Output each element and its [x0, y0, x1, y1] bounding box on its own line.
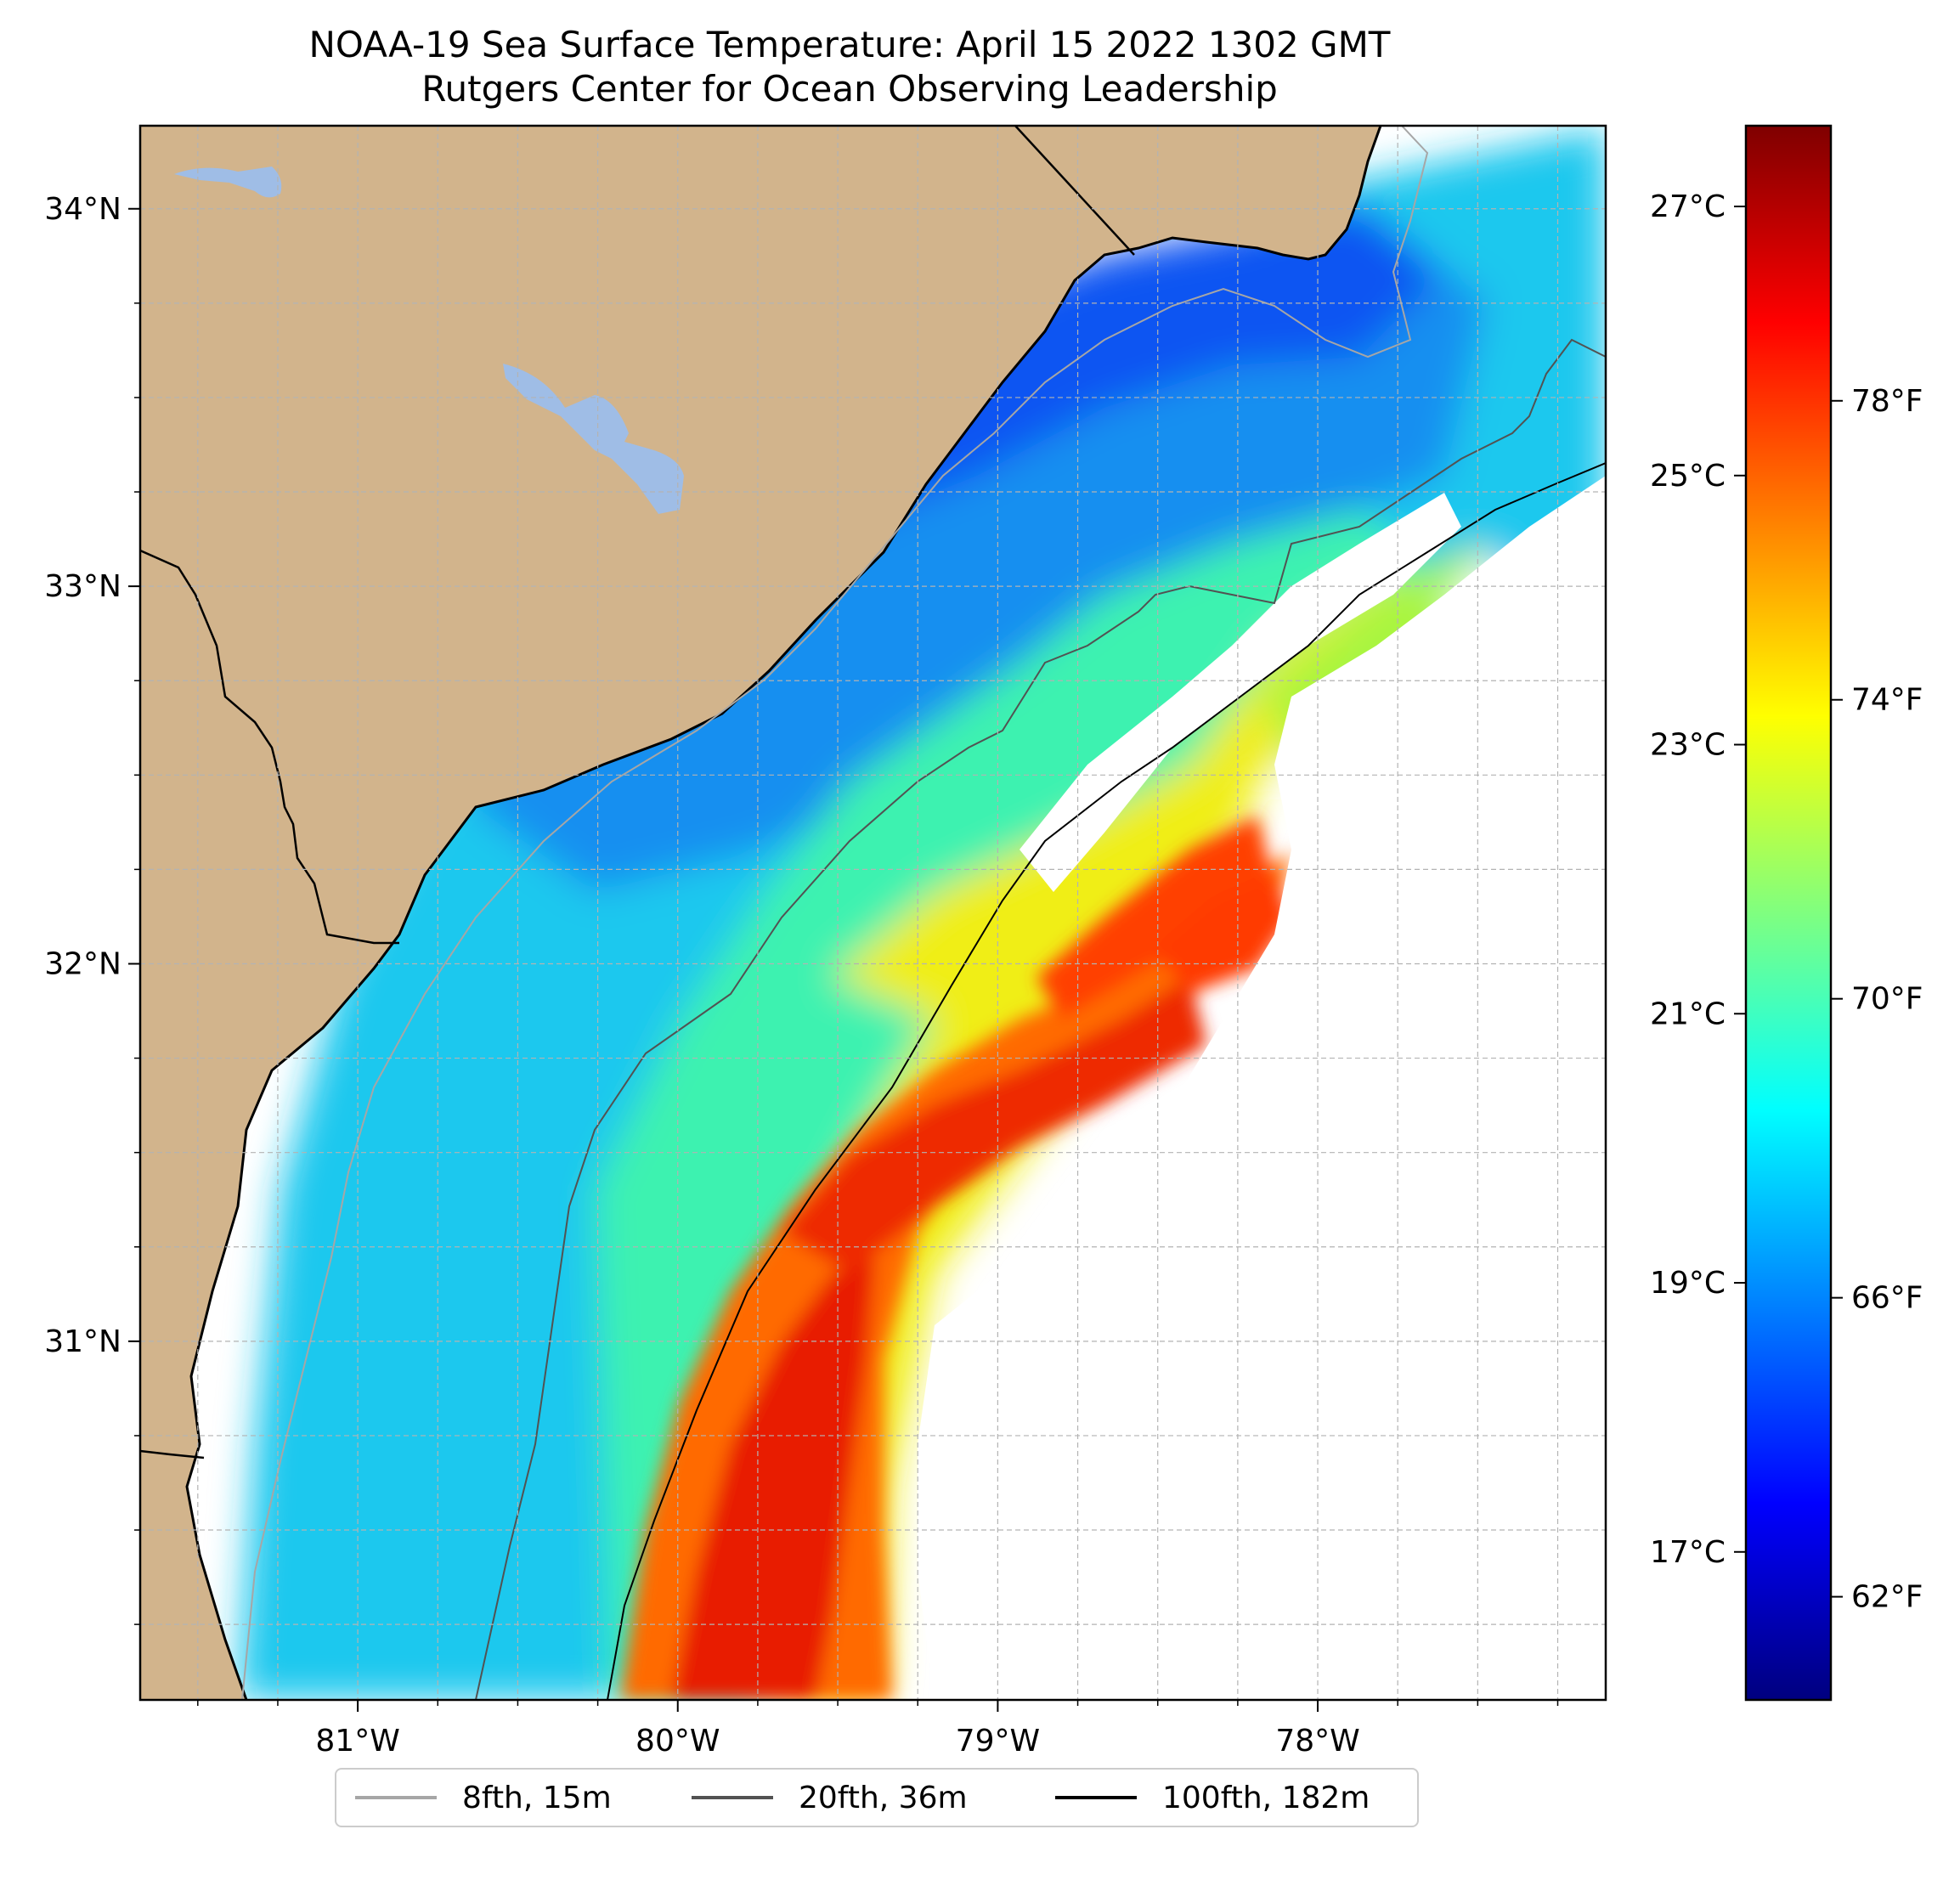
lat-tick-label: 33°N [44, 569, 121, 604]
border-ga-fl [140, 1449, 205, 1459]
colorbar-fahrenheit-label: 62°F [1851, 1580, 1923, 1615]
colorbar-celsius-label: 23°C [1650, 728, 1726, 763]
legend-label-100fth: 100fth, 182m [1162, 1780, 1370, 1815]
legend-line-20fth [692, 1796, 773, 1799]
colorbar-celsius-label: 17°C [1650, 1535, 1726, 1570]
lon-tick-label: 79°W [956, 1724, 1040, 1759]
contour-20fth [475, 338, 1606, 1700]
no-data-region [918, 476, 1606, 1700]
lon-tick-label: 80°W [635, 1724, 720, 1759]
contour-100fth [607, 462, 1606, 1700]
colorbar-fahrenheit-label: 74°F [1851, 683, 1923, 718]
colorbar-fahrenheit-label: 66°F [1851, 1281, 1923, 1316]
legend-item-100fth: 100fth, 182m [1055, 1770, 1370, 1826]
border-sc-ga [140, 549, 399, 945]
land-mass [140, 126, 1381, 1700]
lat-tick-label: 32°N [44, 946, 121, 981]
lat-tick-label: 31°N [44, 1324, 121, 1359]
colorbar [1744, 124, 1833, 1702]
lon-tick-label: 81°W [315, 1724, 399, 1759]
legend-line-8fth [355, 1796, 437, 1799]
lon-tick-label: 78°W [1275, 1724, 1359, 1759]
colorbar-celsius-label: 25°C [1650, 459, 1726, 494]
colorbar-axes: 17°C 19°C 21°C 23°C 25°C 27°C 62°F 66°F 70°F 74°F… [1650, 189, 1923, 1615]
map-frame [138, 124, 1607, 1702]
contour-8fth [241, 126, 1429, 1700]
map-title: NOAA-19 Sea Surface Temperature: April 1… [308, 24, 1391, 65]
cloud-gap [1020, 493, 1461, 892]
legend-item-20fth: 20fth, 36m [692, 1770, 968, 1826]
colorbar-celsius-label: 21°C [1650, 996, 1726, 1031]
gridlines [140, 126, 1606, 1700]
legend-line-100fth [1055, 1796, 1137, 1799]
lake-northwest [174, 167, 282, 198]
legend-label-8fth: 8fth, 15m [462, 1780, 612, 1815]
colorbar-fahrenheit-label: 78°F [1851, 384, 1923, 419]
legend-item-8fth: 8fth, 15m [355, 1770, 612, 1826]
depth-legend: 8fth, 15m 20fth, 36m 100fth, 182m [335, 1768, 1419, 1827]
colorbar-fahrenheit-label: 70°F [1851, 982, 1923, 1017]
colorbar-celsius-label: 19°C [1650, 1266, 1726, 1301]
coastline [185, 126, 1382, 1700]
border-nc-sc [1014, 126, 1135, 256]
colorbar-celsius-label: 27°C [1650, 189, 1726, 224]
lat-tick-label: 34°N [44, 192, 121, 227]
map-subtitle: Rutgers Center for Ocean Observing Leade… [421, 68, 1278, 110]
legend-label-20fth: 20fth, 36m [799, 1780, 968, 1815]
lake-marion-moultrie [503, 364, 684, 514]
map-axes: 81°W 80°W 79°W 78°W 31°N 32°N 33°N 34°N [44, 192, 1559, 1759]
